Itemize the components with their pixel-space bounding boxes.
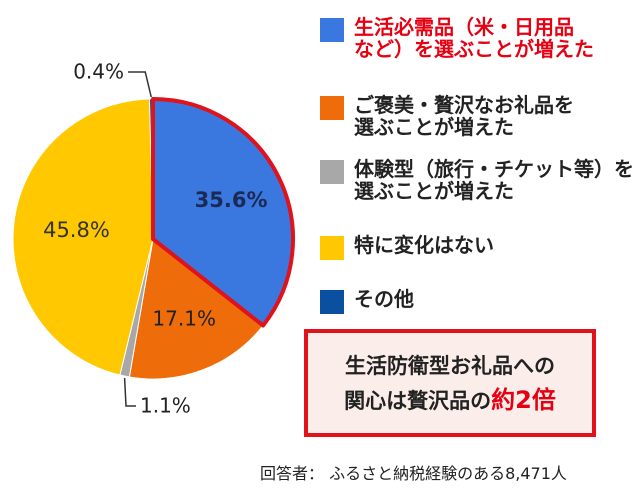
leader-line-other: [128, 71, 152, 98]
data-label-no-change: 45.8%: [43, 218, 110, 242]
legend-label-daily-necessities: 生活必需品（米・日用品 など）を選ぶことが増えた: [354, 15, 594, 61]
pie-slice-luxury-gifts: [128, 238, 264, 380]
callout-emphasis: 約2倍: [491, 385, 556, 414]
legend-swatch-other: [320, 290, 344, 314]
legend-label-no-change: 特に変化はない: [354, 233, 494, 257]
legend-swatch-daily-necessities: [320, 18, 344, 42]
legend-label-other: その他: [354, 287, 414, 311]
legend-item-other: その他: [320, 288, 414, 314]
callout-line-2-prefix: 関心は贅沢品の: [344, 388, 492, 413]
legend-swatch-luxury-gifts: [320, 96, 344, 120]
legend-swatch-experiences: [320, 160, 344, 184]
callout-box: 生活防衛型お礼品への 関心は贅沢品の約2倍: [304, 329, 596, 437]
data-label-experiences: 1.1%: [140, 394, 191, 418]
legend-item-no-change: 特に変化はない: [320, 234, 494, 260]
pie-slice-no-change: [12, 98, 154, 376]
data-label-luxury-gifts: 17.1%: [152, 307, 216, 331]
legend-label-luxury-gifts: ご褒美・贅沢なお礼品を 選ぶことが増えた: [354, 93, 574, 139]
legend-item-experiences: 体験型（旅行・チケット等）を 選ぶことが増えた: [320, 158, 634, 202]
leader-line-experiences: [123, 378, 136, 407]
callout-line-2: 関心は贅沢品の約2倍: [344, 383, 556, 418]
pie-slice-highlight-outline: [151, 97, 295, 328]
data-label-daily-necessities: 35.6%: [195, 188, 268, 212]
legend-swatch-no-change: [320, 236, 344, 260]
legend-item-daily-necessities: 生活必需品（米・日用品 など）を選ぶことが増えた: [320, 16, 594, 60]
legend-label-experiences: 体験型（旅行・チケット等）を 選ぶことが増えた: [354, 157, 634, 203]
callout-line-1: 生活防衛型お礼品への: [345, 353, 555, 378]
data-label-other: 0.4%: [73, 60, 124, 84]
legend-item-luxury-gifts: ご褒美・贅沢なお礼品を 選ぶことが増えた: [320, 94, 574, 138]
respondents-footnote: 回答者： ふるさと納税経験のある8,471人: [260, 464, 567, 483]
